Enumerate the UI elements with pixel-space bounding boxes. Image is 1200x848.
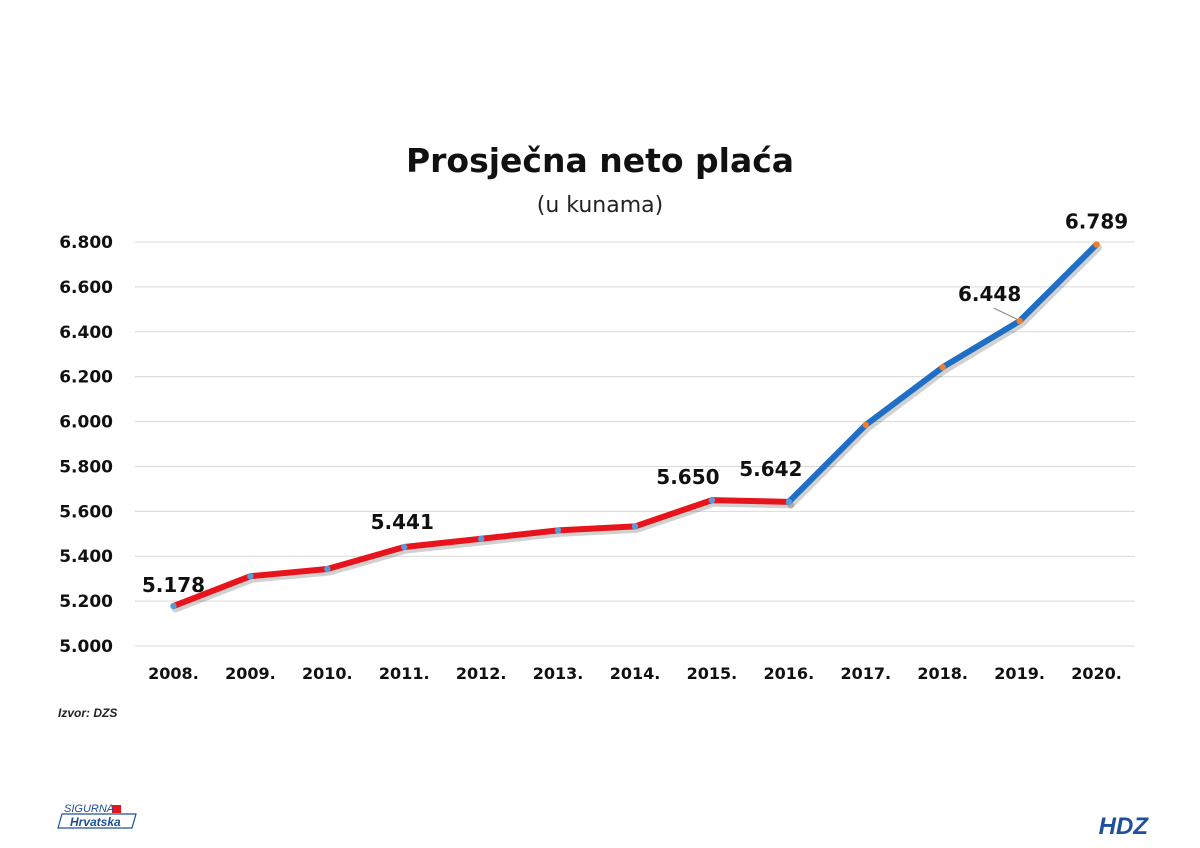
x-tick-label: 2010. — [302, 664, 353, 683]
x-tick-label: 2014. — [610, 664, 661, 683]
y-tick-label: 5.400 — [59, 547, 113, 567]
hdz-logo-text: HDZ — [1099, 813, 1150, 840]
y-tick-label: 5.000 — [59, 637, 113, 657]
data-point — [631, 523, 639, 530]
y-tick-label: 6.200 — [59, 368, 113, 388]
x-tick-label: 2020. — [1071, 664, 1122, 683]
data-point — [785, 498, 793, 506]
x-tick-label: 2011. — [379, 664, 430, 683]
source-note: Izvor: DZS — [58, 706, 117, 720]
logo-line2: Hrvatska — [70, 815, 121, 829]
data-point — [247, 572, 254, 580]
data-point — [170, 602, 177, 610]
chart-title: Prosječna neto plaća — [406, 141, 794, 180]
data-point — [554, 527, 562, 534]
data-point — [862, 421, 869, 429]
x-tick-label: 2012. — [456, 664, 507, 683]
y-tick-label: 6.000 — [59, 413, 113, 433]
sigurna-hrvatska-logo: SIGURNA Hrvatska — [57, 803, 137, 829]
data-labels: 5.178 5.441 5.650 5.642 6.448 6.789 — [142, 209, 1128, 597]
data-point — [324, 565, 331, 573]
chart-subtitle: (u kunama) — [537, 193, 663, 218]
data-label: 5.642 — [739, 457, 802, 481]
series-line-shadow — [171, 499, 795, 613]
data-point — [477, 535, 485, 542]
data-label: 6.448 — [958, 282, 1021, 306]
x-tick-label: 2017. — [840, 664, 891, 683]
data-label: 6.789 — [1065, 209, 1128, 233]
data-point — [1016, 317, 1023, 325]
data-label-leader — [993, 307, 1017, 320]
y-tick-label: 6.600 — [59, 278, 113, 298]
y-tick-label: 5.800 — [59, 457, 113, 477]
data-point — [1093, 241, 1100, 248]
x-tick-label: 2015. — [687, 664, 738, 683]
y-tick-label: 5.600 — [59, 502, 113, 522]
x-axis-ticks: 2008. 2009. 2010. 2011. 2012. 2013. 2014. 2015.… — [148, 664, 1122, 683]
x-tick-label: 2016. — [764, 664, 815, 683]
data-label: 5.650 — [656, 465, 719, 489]
data-point — [708, 496, 716, 504]
data-point — [939, 364, 946, 371]
hdz-logo: HDZ — [1099, 813, 1150, 840]
x-tick-label: 2013. — [533, 664, 584, 683]
data-point — [401, 543, 408, 551]
logo-red-square — [112, 805, 121, 813]
logo-line1: SIGURNA — [64, 803, 114, 815]
x-tick-label: 2018. — [917, 664, 968, 683]
y-axis-ticks: 5.000 5.200 5.400 5.600 5.800 6.000 6.200 6.400… — [59, 233, 113, 657]
series-markers — [170, 241, 1100, 610]
y-tick-label: 6.400 — [59, 323, 113, 343]
gridlines — [135, 241, 1135, 647]
y-tick-label: 5.200 — [59, 592, 113, 612]
series-line-shadow — [787, 243, 1103, 509]
data-label: 5.178 — [142, 573, 205, 597]
x-tick-label: 2009. — [225, 664, 276, 683]
x-tick-label: 2019. — [994, 664, 1045, 683]
series-line-segment — [170, 497, 792, 610]
x-tick-label: 2008. — [148, 664, 199, 683]
data-label: 5.441 — [371, 510, 434, 534]
y-tick-label: 6.800 — [59, 233, 113, 253]
